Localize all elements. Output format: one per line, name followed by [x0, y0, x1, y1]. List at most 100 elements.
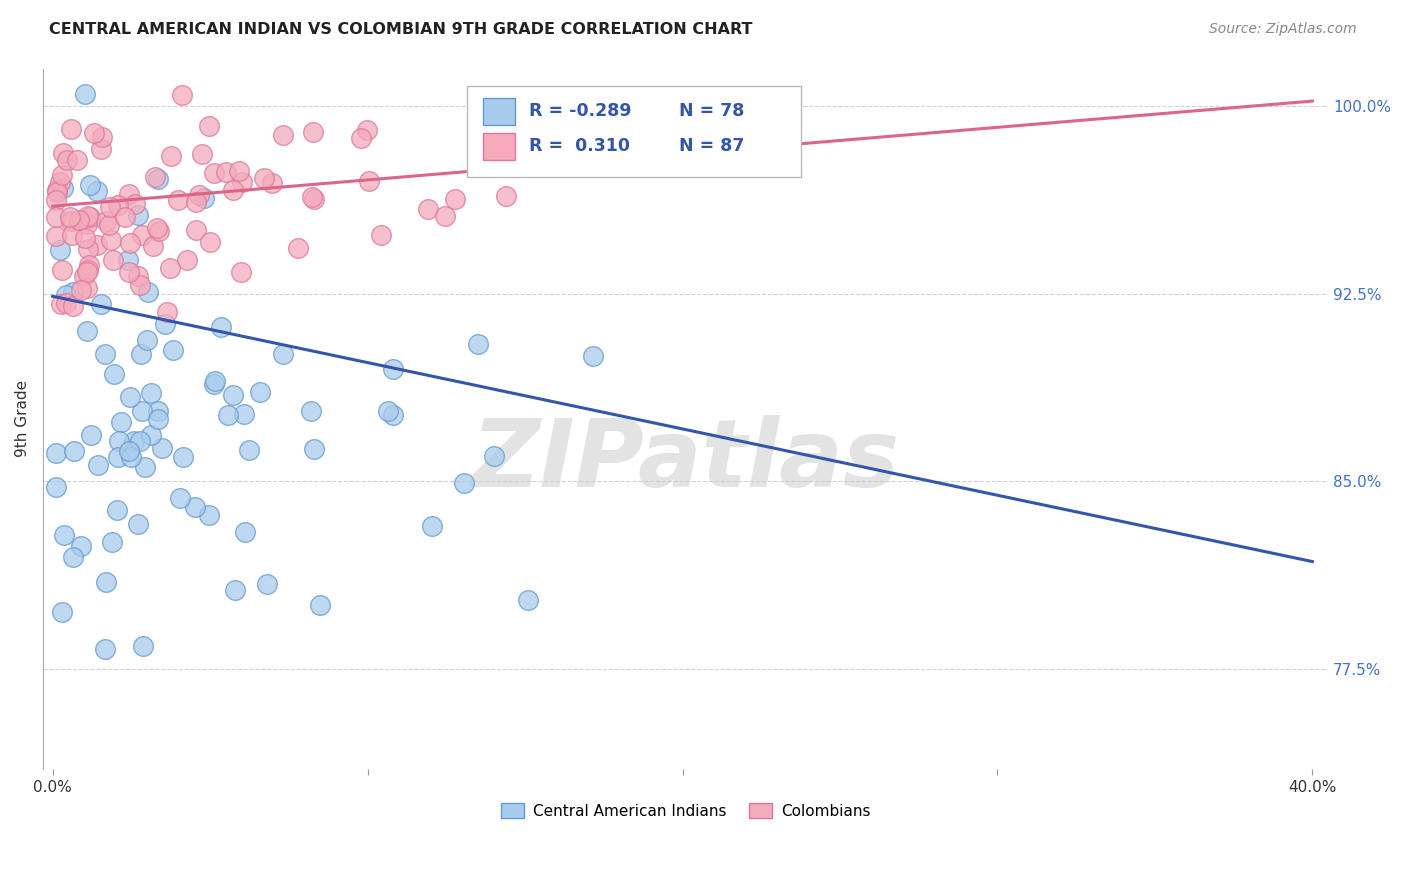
Point [146, 404, 169, 418]
Point [170, 87, 193, 102]
Point [76, 281, 98, 295]
Point [96, 214, 118, 228]
Point [45, 446, 67, 460]
Point [62, 300, 84, 314]
Point [72, 268, 94, 283]
Point [118, 265, 141, 279]
Point [60, 228, 83, 243]
Point [155, 317, 177, 331]
Point [256, 577, 278, 591]
Text: ZIPatlas: ZIPatlas [471, 415, 900, 507]
Point [52, 181, 75, 195]
Point [76, 218, 98, 232]
Point [287, 241, 309, 255]
Point [98, 200, 121, 214]
Point [51, 168, 73, 182]
Point [370, 228, 392, 243]
Point [357, 174, 380, 188]
Point [107, 434, 129, 449]
Point [79, 178, 101, 193]
Text: N = 87: N = 87 [679, 137, 745, 155]
Point [62, 444, 84, 458]
Point [59, 211, 82, 225]
Point [176, 252, 198, 267]
Point [110, 416, 132, 430]
Point [217, 409, 239, 423]
Point [238, 442, 260, 457]
Point [77, 209, 100, 223]
Point [73, 231, 96, 245]
Point [67, 212, 90, 227]
Point [184, 500, 207, 514]
Point [120, 450, 142, 464]
Point [70, 539, 93, 553]
Point [169, 491, 191, 505]
Point [45, 228, 67, 243]
Point [148, 224, 170, 238]
Point [118, 236, 141, 251]
Point [249, 384, 271, 399]
Point [55, 288, 77, 302]
Point [143, 170, 166, 185]
Point [139, 428, 162, 442]
Point [214, 165, 236, 179]
Point [309, 598, 332, 612]
Point [62, 550, 84, 565]
Point [51, 263, 73, 277]
Point [101, 252, 124, 267]
Point [302, 442, 325, 457]
Point [128, 434, 150, 449]
Point [420, 519, 443, 533]
Point [233, 407, 256, 421]
Point [228, 163, 250, 178]
Point [222, 183, 245, 197]
Point [51, 605, 73, 619]
Point [52, 528, 75, 542]
Point [49, 243, 72, 257]
Point [159, 260, 181, 275]
Point [91, 129, 114, 144]
Point [186, 194, 208, 209]
Point [349, 131, 371, 145]
Bar [482, 133, 515, 160]
Point [101, 535, 124, 549]
Point [193, 191, 215, 205]
Point [129, 347, 152, 361]
Point [90, 297, 112, 311]
Point [105, 502, 128, 516]
Point [146, 412, 169, 426]
Point [60, 122, 83, 136]
Point [75, 87, 97, 101]
Point [302, 125, 325, 139]
Point [127, 268, 149, 283]
Point [131, 404, 153, 418]
Text: R =  0.310: R = 0.310 [529, 137, 630, 155]
Point [202, 166, 225, 180]
Point [55, 296, 77, 310]
Point [162, 343, 184, 358]
Point [70, 283, 93, 297]
Point [377, 404, 399, 418]
Point [172, 450, 194, 464]
Point [87, 458, 110, 472]
Point [136, 285, 159, 299]
Point [273, 347, 295, 361]
Point [482, 449, 505, 463]
Point [304, 192, 326, 206]
Point [56, 153, 79, 168]
Point [135, 333, 157, 347]
Point [127, 517, 149, 532]
Point [260, 176, 283, 190]
Point [60, 214, 83, 228]
Point [79, 427, 101, 442]
Bar [482, 98, 515, 125]
Point [229, 265, 252, 279]
Point [381, 408, 404, 422]
Point [202, 377, 225, 392]
Text: Source: ZipAtlas.com: Source: ZipAtlas.com [1209, 22, 1357, 37]
Point [83, 126, 105, 140]
Point [433, 209, 456, 223]
Point [141, 385, 163, 400]
Text: CENTRAL AMERICAN INDIAN VS COLOMBIAN 9TH GRADE CORRELATION CHART: CENTRAL AMERICAN INDIAN VS COLOMBIAN 9TH… [49, 22, 752, 37]
Point [127, 208, 149, 222]
